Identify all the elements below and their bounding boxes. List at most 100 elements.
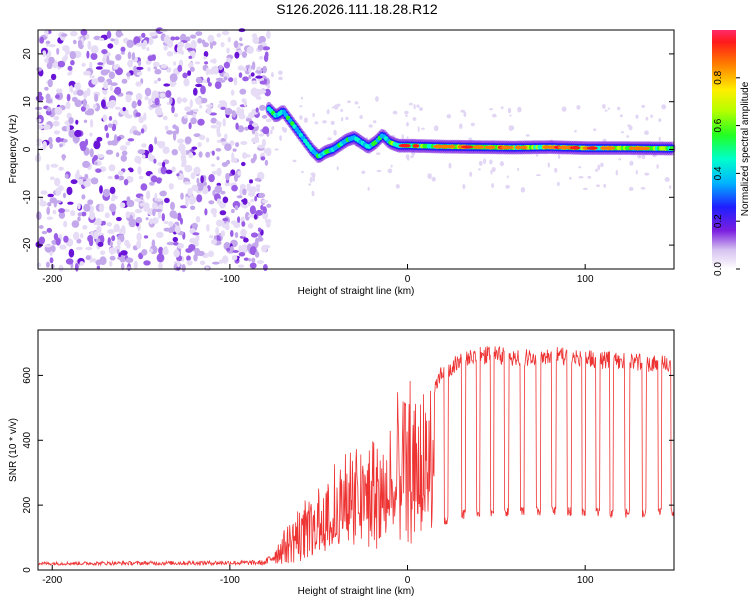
spectrogram-faint-blob [368, 124, 373, 128]
spectrogram-faint-blob [416, 104, 420, 108]
spectrogram-noise-blob [107, 175, 113, 180]
spectrogram-noise-blob [82, 224, 88, 230]
spectrogram-noise-blob [136, 232, 142, 242]
spectrogram-noise-blob [231, 208, 235, 214]
spectrogram-noise-blob [251, 122, 259, 127]
spectrogram-x-tick-label: 0 [405, 274, 411, 285]
spectrogram-noise-blob [254, 195, 258, 202]
spectrogram-faint-blob [336, 166, 339, 171]
spectrogram-noise-blob [186, 260, 193, 266]
spectrogram-noise-blob [250, 72, 255, 77]
spectrogram-noise-blob [47, 202, 52, 207]
spectrogram-noise-blob [41, 230, 48, 235]
spectrogram-noise-blob [108, 116, 113, 121]
spectrogram-noise-blob [218, 121, 222, 128]
spectrogram-noise-blob [257, 227, 262, 233]
spectrogram-noise-blob [98, 203, 105, 213]
spectrogram-noise-blob [71, 96, 78, 102]
spectrogram-faint-blob [407, 157, 410, 161]
spectrogram-noise-blob [219, 79, 226, 83]
spectrogram-noise-blob [96, 136, 103, 142]
spectrogram-faint-blob [604, 109, 608, 112]
spectrogram-noise-blob [192, 232, 200, 236]
spectrogram-noise-blob [135, 66, 144, 70]
spectrogram-noise-blob [204, 61, 209, 65]
spectrogram-noise-blob [187, 70, 192, 76]
spectrogram-noise-blob [113, 64, 119, 70]
spectrogram-noise-blob [205, 137, 210, 143]
snr-y-tick-label: 0 [22, 567, 33, 573]
spectrogram-noise-blob [160, 166, 167, 175]
spectrogram-noise-blob [261, 114, 268, 119]
spectrogram-noise-blob [161, 213, 165, 222]
spectrogram-noise-blob [59, 143, 63, 148]
spectrogram-noise-blob [250, 199, 255, 203]
spectrogram-noise-blob [89, 61, 93, 70]
spectrogram-noise-blob [65, 101, 71, 110]
spectrogram-noise-blob [38, 236, 46, 245]
spectrogram-noise-blob [36, 211, 42, 221]
spectrogram-noise-blob [81, 194, 86, 200]
spectrogram-faint-blob [491, 183, 494, 188]
spectrogram-faint-blob [489, 159, 493, 165]
spectrogram-noise-blob [67, 65, 73, 71]
snr-x-label: Height of straight line (km) [298, 586, 415, 597]
spectrogram-faint-blob [271, 126, 275, 131]
spectrogram-noise-blob [47, 78, 53, 88]
spectrogram-faint-blob [507, 107, 512, 114]
spectrogram-noise-blob [237, 65, 245, 71]
spectrogram-noise-blob [108, 247, 117, 255]
spectrogram-noise-blob [190, 40, 197, 49]
spectrogram-noise-blob [145, 217, 149, 221]
spectrogram-noise-blob [207, 82, 212, 87]
spectrogram-noise-blob [258, 89, 267, 95]
spectrogram-noise-blob [224, 143, 232, 151]
spectrogram-noise-blob [120, 46, 126, 53]
spectrogram-ridge-peak [484, 145, 496, 150]
spectrogram-noise-blob [262, 206, 267, 214]
spectrogram-noise-blob [218, 64, 223, 71]
spectrogram-faint-blob [658, 118, 662, 122]
spectrogram-noise-blob [125, 94, 132, 103]
spectrogram-noise-blob [46, 227, 52, 233]
spectrogram-noise-blob [93, 154, 98, 161]
spectrogram-noise-blob [195, 76, 202, 84]
spectrogram-noise-blob [228, 77, 234, 83]
spectrogram-faint-blob [404, 110, 409, 115]
spectrogram-noise-blob [42, 50, 47, 58]
spectrogram-noise-blob [113, 223, 120, 233]
spectrogram-faint-blob [292, 159, 297, 163]
spectrogram-ridge-peak [412, 144, 420, 148]
snr-y-tick-label: 400 [22, 431, 33, 448]
spectrogram-noise-blob [180, 149, 187, 156]
spectrogram-noise-blob [110, 38, 115, 42]
spectrogram-noise-blob [152, 208, 156, 217]
spectrogram-noise-blob [113, 89, 121, 94]
spectrogram-noise-blob [133, 36, 141, 45]
spectrogram-noise-blob [225, 173, 230, 181]
spectrogram-x-tick-label: -100 [220, 274, 240, 285]
spectrogram-faint-blob [626, 135, 630, 138]
spectrogram-ridge-peak [569, 146, 581, 150]
spectrogram-noise-blob [234, 51, 240, 59]
spectrogram-noise-blob [50, 163, 59, 168]
spectrogram-noise-blob [177, 64, 183, 72]
spectrogram-noise-blob [126, 72, 131, 77]
spectrogram-noise-blob [216, 167, 222, 177]
spectrogram-noise-blob [120, 145, 128, 151]
spectrogram-noise-blob [145, 190, 151, 200]
spectrogram-noise-blob [59, 244, 67, 250]
spectrogram-noise-blob [264, 159, 269, 166]
spectrogram-noise-blob [79, 261, 85, 266]
spectrogram-faint-blob [333, 129, 337, 136]
spectrogram-noise-blob [251, 61, 256, 71]
spectrogram-faint-blob [629, 160, 634, 166]
spectrogram-noise-blob [229, 140, 235, 146]
spectrogram-noise-blob [110, 197, 115, 202]
spectrogram-noise-blob [222, 217, 229, 222]
spectrogram-noise-blob [237, 125, 245, 133]
spectrogram-faint-blob [406, 122, 409, 127]
spectrogram-noise-blob [102, 114, 108, 122]
spectrogram-noise-blob [122, 107, 126, 112]
spectrogram-noise-blob [259, 80, 267, 85]
